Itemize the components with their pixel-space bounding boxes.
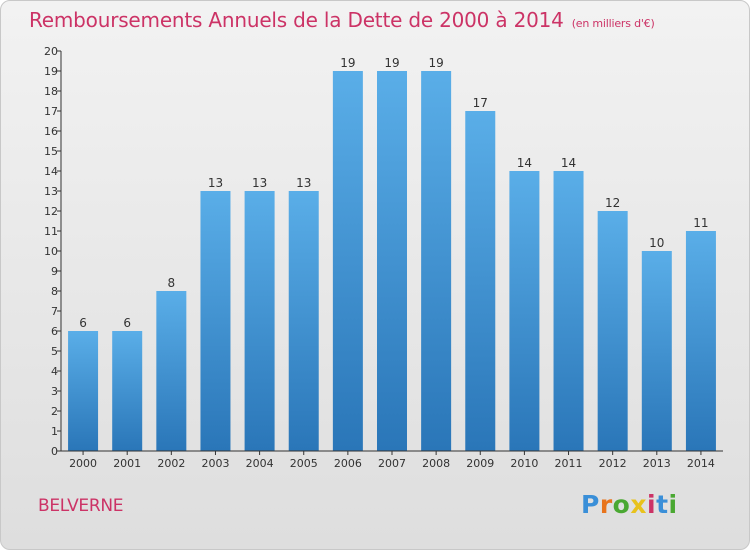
data-label-2011: 14 bbox=[561, 156, 576, 170]
y-tick-label: 2 bbox=[51, 405, 58, 418]
y-tick-label: 7 bbox=[51, 305, 58, 318]
x-tick-label: 2004 bbox=[246, 457, 274, 470]
bar-2013 bbox=[641, 251, 672, 451]
logo-letter: t bbox=[656, 490, 669, 519]
y-tick-label: 14 bbox=[44, 165, 58, 178]
bar-2002 bbox=[156, 291, 187, 451]
commune-name: BELVERNE bbox=[38, 496, 124, 516]
bar-2001 bbox=[112, 331, 143, 451]
bar-2008 bbox=[421, 71, 452, 451]
data-label-2009: 17 bbox=[473, 96, 488, 110]
x-tick-label: 2000 bbox=[69, 457, 97, 470]
bar-2011 bbox=[553, 171, 584, 451]
y-tick-label: 12 bbox=[44, 205, 58, 218]
y-tick-label: 16 bbox=[44, 125, 58, 138]
x-tick-label: 2014 bbox=[687, 457, 715, 470]
data-label-2008: 19 bbox=[428, 56, 443, 70]
chart-unit-label: (en milliers d'€) bbox=[571, 17, 655, 30]
bar-2009 bbox=[465, 111, 496, 451]
x-tick-label: 2010 bbox=[510, 457, 538, 470]
data-label-2007: 19 bbox=[384, 56, 399, 70]
x-tick-label: 2001 bbox=[113, 457, 141, 470]
x-tick-label: 2008 bbox=[422, 457, 450, 470]
y-tick-label: 20 bbox=[44, 45, 58, 58]
bar-2005 bbox=[288, 191, 319, 451]
data-label-2014: 11 bbox=[693, 216, 708, 230]
chart-title-text: Remboursements Annuels de la Dette de 20… bbox=[29, 8, 564, 32]
data-label-2010: 14 bbox=[517, 156, 532, 170]
x-tick-label: 2009 bbox=[466, 457, 494, 470]
bar-2014 bbox=[685, 231, 716, 451]
logo-letter: x bbox=[630, 490, 647, 519]
data-label-2000: 6 bbox=[79, 316, 87, 330]
x-tick-label: 2012 bbox=[599, 457, 627, 470]
y-tick-label: 18 bbox=[44, 85, 58, 98]
y-tick-label: 3 bbox=[51, 385, 58, 398]
logo-letter: i bbox=[647, 490, 657, 519]
bar-2003 bbox=[200, 191, 231, 451]
data-label-2002: 8 bbox=[168, 276, 176, 290]
x-tick-label: 2011 bbox=[555, 457, 583, 470]
y-tick-label: 17 bbox=[44, 105, 58, 118]
y-tick-label: 4 bbox=[51, 365, 58, 378]
bar-2004 bbox=[244, 191, 275, 451]
x-tick-label: 2013 bbox=[643, 457, 671, 470]
data-label-2001: 6 bbox=[123, 316, 131, 330]
proxiti-logo: Proxiti bbox=[581, 490, 678, 519]
bar-2012 bbox=[597, 211, 628, 451]
data-label-2006: 19 bbox=[340, 56, 355, 70]
x-tick-label: 2002 bbox=[157, 457, 185, 470]
x-tick-label: 2007 bbox=[378, 457, 406, 470]
data-label-2003: 13 bbox=[208, 176, 223, 190]
logo-letter: i bbox=[668, 490, 678, 519]
data-label-2004: 13 bbox=[252, 176, 267, 190]
data-label-2005: 13 bbox=[296, 176, 311, 190]
data-label-2012: 12 bbox=[605, 196, 620, 210]
x-tick-label: 2006 bbox=[334, 457, 362, 470]
y-tick-label: 11 bbox=[44, 225, 58, 238]
bar-2010 bbox=[509, 171, 540, 451]
y-tick-label: 5 bbox=[51, 345, 58, 358]
logo-letter: P bbox=[581, 490, 600, 519]
bar-2007 bbox=[377, 71, 407, 451]
bar-2000 bbox=[68, 331, 99, 451]
y-tick-label: 0 bbox=[51, 445, 58, 458]
y-tick-label: 15 bbox=[44, 145, 58, 158]
logo-letter: o bbox=[612, 490, 631, 519]
logo-letter: r bbox=[599, 490, 613, 519]
y-tick-label: 9 bbox=[51, 265, 58, 278]
y-tick-label: 6 bbox=[51, 325, 58, 338]
x-tick-label: 2003 bbox=[201, 457, 229, 470]
data-label-2013: 10 bbox=[649, 236, 664, 250]
chart-title: Remboursements Annuels de la Dette de 20… bbox=[29, 8, 655, 32]
x-tick-label: 2005 bbox=[290, 457, 318, 470]
y-tick-label: 1 bbox=[51, 425, 58, 438]
bar-2006 bbox=[332, 71, 363, 451]
y-tick-label: 8 bbox=[51, 285, 58, 298]
y-tick-label: 19 bbox=[44, 65, 58, 78]
y-tick-label: 10 bbox=[44, 245, 58, 258]
y-tick-label: 13 bbox=[44, 185, 58, 198]
